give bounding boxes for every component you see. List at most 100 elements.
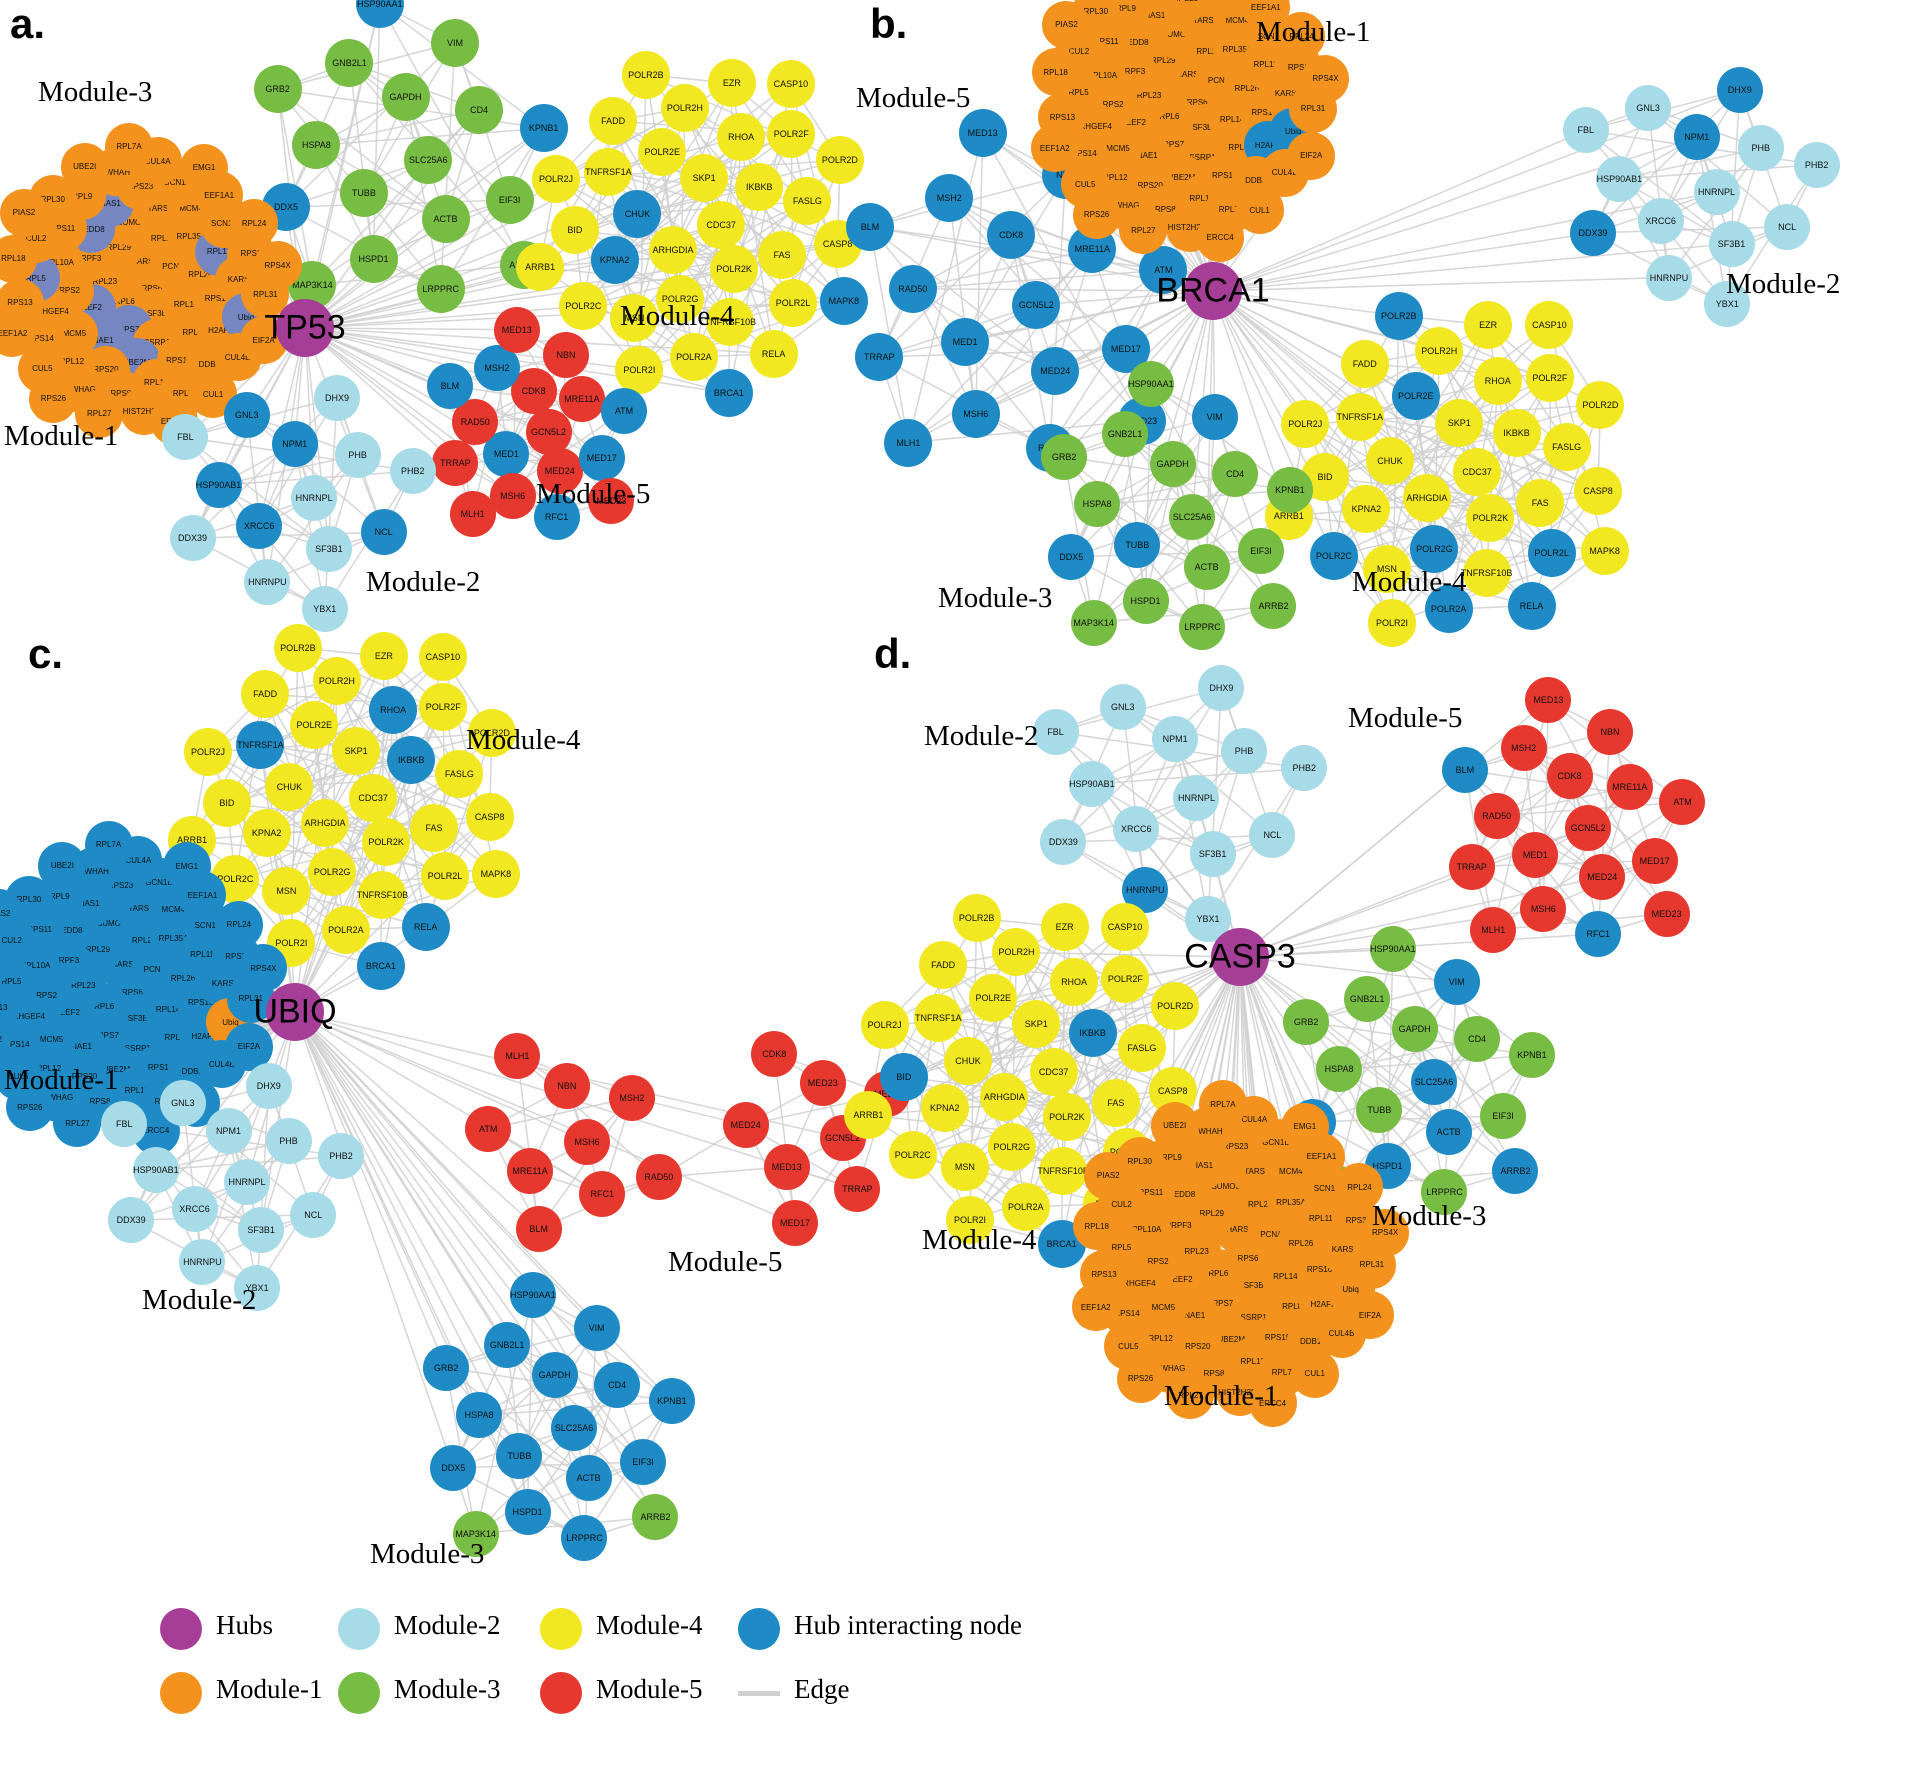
- node-fadd[interactable]: FADD: [589, 96, 638, 145]
- node-mlh1[interactable]: MLH1: [494, 1033, 541, 1080]
- node-phb2[interactable]: PHB2: [389, 448, 436, 494]
- node-arrb2[interactable]: ARRB2: [1250, 582, 1297, 629]
- node-polr2i[interactable]: POLR2I: [945, 1196, 994, 1245]
- node-cdc37[interactable]: CDC37: [349, 774, 398, 822]
- node-phb[interactable]: PHB: [1737, 125, 1784, 172]
- node-msh2[interactable]: MSH2: [1500, 725, 1547, 772]
- node-hspd1[interactable]: HSPD1: [349, 234, 398, 283]
- node-eif3i[interactable]: EIF3I: [1237, 527, 1284, 574]
- node-skp1[interactable]: SKP1: [1435, 398, 1484, 447]
- node-rad50[interactable]: RAD50: [1473, 792, 1520, 839]
- node-polr2k[interactable]: POLR2K: [1042, 1093, 1091, 1142]
- node-cdc37[interactable]: CDC37: [697, 201, 746, 249]
- node-eef1a2[interactable]: EEF1A2: [1030, 124, 1079, 173]
- node-cdc37[interactable]: CDC37: [1029, 1048, 1078, 1096]
- node-pias2[interactable]: PIAS2: [1042, 0, 1091, 49]
- node-fbl[interactable]: FBL: [1562, 107, 1609, 154]
- node-polr2e[interactable]: POLR2E: [290, 701, 339, 750]
- node-chuk[interactable]: CHUK: [613, 189, 662, 238]
- node-npm1[interactable]: NPM1: [205, 1107, 252, 1154]
- node-trrap[interactable]: TRRAP: [432, 439, 479, 486]
- node-vim[interactable]: VIM: [1433, 959, 1480, 1006]
- node-casp10[interactable]: CASP10: [766, 59, 815, 108]
- node-mre11a[interactable]: MRE11A: [558, 376, 605, 423]
- node-polr2f[interactable]: POLR2F: [419, 683, 468, 732]
- node-emg1[interactable]: EMG1: [1226, 0, 1275, 4]
- node-dhx9[interactable]: DHX9: [245, 1063, 292, 1110]
- node-atm[interactable]: ATM: [1659, 779, 1706, 826]
- node-polr2k[interactable]: POLR2K: [1466, 494, 1515, 543]
- node-rhoa[interactable]: RHOA: [1473, 356, 1522, 405]
- node-gcn5l2[interactable]: GCN5L2: [1565, 805, 1612, 851]
- node-slc25a6[interactable]: SLC25A6: [404, 136, 453, 184]
- node-rpl24[interactable]: RPL24: [1277, 12, 1326, 61]
- node-dhx9[interactable]: DHX9: [1716, 67, 1763, 114]
- node-hspa8[interactable]: HSPA8: [1074, 481, 1121, 528]
- node-rps4x[interactable]: RPS4X: [1361, 1208, 1410, 1257]
- node-med17[interactable]: MED17: [772, 1200, 819, 1247]
- node-grb2[interactable]: GRB2: [423, 1344, 470, 1391]
- node-tnfrsf1a[interactable]: TNFRSF1A: [1335, 392, 1384, 441]
- node-rad50[interactable]: RAD50: [635, 1154, 682, 1201]
- node-polr2g[interactable]: POLR2G: [987, 1123, 1036, 1172]
- node-kpna2[interactable]: KPNA2: [590, 236, 639, 285]
- node-actb[interactable]: ACTB: [1183, 544, 1230, 591]
- node-grb2[interactable]: GRB2: [253, 65, 302, 114]
- node-mapk8[interactable]: MAPK8: [819, 276, 868, 325]
- node-pias2[interactable]: PIAS2: [0, 188, 48, 237]
- node-phb2[interactable]: PHB2: [1793, 141, 1840, 188]
- node-actb[interactable]: ACTB: [565, 1455, 612, 1502]
- node-gapdh[interactable]: GAPDH: [531, 1351, 578, 1398]
- node-ezr[interactable]: EZR: [1040, 903, 1089, 952]
- node-ikbkb[interactable]: IKBKB: [387, 736, 436, 785]
- node-med13[interactable]: MED13: [493, 306, 540, 353]
- node-ube2i[interactable]: UBE2I: [1150, 1101, 1199, 1150]
- node-gcn5l2[interactable]: GCN5L2: [1012, 281, 1061, 329]
- node-trrap[interactable]: TRRAP: [1448, 843, 1495, 890]
- node-kpnb1[interactable]: KPNB1: [1508, 1032, 1555, 1079]
- node-ikbkb[interactable]: IKBKB: [1068, 1009, 1117, 1058]
- node-rpl7a[interactable]: RPL7A: [84, 820, 133, 869]
- node-ywhah[interactable]: YWHAH: [1135, 0, 1184, 8]
- node-rhoa[interactable]: RHOA: [717, 113, 766, 162]
- node-hsp90aa1[interactable]: HSP90AA1: [1369, 926, 1416, 973]
- node-hsp90aa1[interactable]: HSP90AA1: [1127, 361, 1174, 408]
- node-kpna2[interactable]: KPNA2: [920, 1084, 969, 1133]
- node-msh2[interactable]: MSH2: [608, 1074, 655, 1121]
- node-msn[interactable]: MSN: [940, 1143, 989, 1192]
- node-arhgdia[interactable]: ARHGDIA: [980, 1073, 1029, 1122]
- node-rad50[interactable]: RAD50: [888, 264, 937, 313]
- node-rhoa[interactable]: RHOA: [1050, 958, 1099, 1007]
- node-hsp90ab1[interactable]: HSP90AB1: [1068, 761, 1115, 808]
- node-ddx5[interactable]: DDX5: [1048, 533, 1095, 580]
- node-slc25a6[interactable]: SLC25A6: [1169, 494, 1215, 540]
- node-gnb2l1[interactable]: GNB2L1: [1344, 976, 1391, 1023]
- node-casp10[interactable]: CASP10: [418, 632, 467, 681]
- node-chuk[interactable]: CHUK: [265, 762, 314, 811]
- node-ezr[interactable]: EZR: [1464, 300, 1513, 349]
- node-med24[interactable]: MED24: [536, 447, 583, 494]
- node-cd4[interactable]: CD4: [1454, 1016, 1501, 1063]
- node-rfc1[interactable]: RFC1: [533, 493, 580, 540]
- node-ddx39[interactable]: DDX39: [108, 1197, 155, 1244]
- node-arrb1[interactable]: ARRB1: [844, 1091, 893, 1140]
- node-polr2j[interactable]: POLR2J: [183, 728, 232, 777]
- node-fbl[interactable]: FBL: [1032, 708, 1079, 755]
- node-rpl24[interactable]: RPL24: [214, 900, 263, 949]
- node-rps23[interactable]: RPS23: [1161, 0, 1210, 23]
- node-msh6[interactable]: MSH6: [951, 389, 1000, 438]
- node-kpnb1[interactable]: KPNB1: [519, 104, 568, 153]
- node-polr2j[interactable]: POLR2J: [860, 1000, 909, 1049]
- node-med13[interactable]: MED13: [763, 1143, 810, 1190]
- node-sf3b1[interactable]: SF3B1: [1189, 830, 1236, 877]
- node-casp8[interactable]: CASP8: [1573, 467, 1622, 516]
- node-rps4x[interactable]: RPS4X: [253, 241, 302, 290]
- node-pias2[interactable]: PIAS2: [1084, 1151, 1133, 1200]
- node-med17[interactable]: MED17: [578, 435, 625, 482]
- node-hsp90ab1[interactable]: HSP90AB1: [195, 462, 242, 509]
- node-hsp90ab1[interactable]: HSP90AB1: [1596, 156, 1643, 203]
- node-mlh1[interactable]: MLH1: [884, 418, 933, 467]
- node-med23[interactable]: MED23: [1643, 890, 1690, 937]
- node-polr2c[interactable]: POLR2C: [888, 1131, 937, 1179]
- node-tubb[interactable]: TUBB: [1356, 1087, 1403, 1134]
